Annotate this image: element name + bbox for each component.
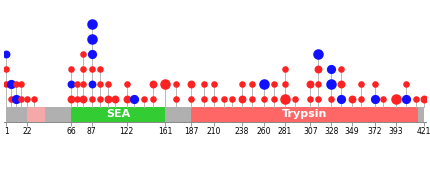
Point bbox=[281, 98, 288, 101]
FancyBboxPatch shape bbox=[191, 107, 418, 122]
FancyBboxPatch shape bbox=[27, 107, 45, 122]
Point bbox=[68, 68, 74, 71]
Point bbox=[80, 53, 86, 56]
Point bbox=[201, 83, 208, 86]
Point bbox=[3, 68, 10, 71]
Point bbox=[173, 83, 180, 86]
Point bbox=[228, 98, 235, 101]
Point bbox=[328, 83, 335, 86]
Point bbox=[131, 98, 138, 101]
Point bbox=[338, 83, 345, 86]
Point bbox=[68, 98, 74, 101]
Point bbox=[8, 98, 15, 101]
Point bbox=[13, 98, 20, 101]
Point bbox=[68, 83, 74, 86]
Point bbox=[150, 83, 157, 86]
Point bbox=[74, 83, 80, 86]
Point bbox=[281, 68, 288, 71]
Point bbox=[80, 83, 86, 86]
Point bbox=[358, 98, 365, 101]
Point bbox=[162, 83, 169, 86]
Point bbox=[88, 68, 95, 71]
Point bbox=[307, 98, 314, 101]
Point bbox=[420, 98, 427, 101]
Point bbox=[188, 98, 195, 101]
FancyBboxPatch shape bbox=[6, 107, 424, 122]
Point bbox=[412, 98, 419, 101]
Point bbox=[315, 53, 322, 56]
Point bbox=[123, 98, 130, 101]
Point bbox=[88, 98, 95, 101]
Point bbox=[18, 98, 25, 101]
Point bbox=[249, 98, 255, 101]
Point bbox=[402, 83, 409, 86]
Point bbox=[88, 83, 95, 86]
Point bbox=[104, 83, 111, 86]
Point bbox=[3, 53, 10, 56]
Point bbox=[74, 98, 80, 101]
Point bbox=[380, 98, 387, 101]
Point bbox=[31, 98, 37, 101]
Point bbox=[201, 98, 208, 101]
Text: SEA: SEA bbox=[106, 109, 130, 119]
Point bbox=[3, 83, 10, 86]
Point bbox=[24, 98, 31, 101]
Point bbox=[328, 98, 335, 101]
Point bbox=[249, 83, 255, 86]
Point bbox=[328, 68, 335, 71]
Point bbox=[393, 98, 399, 101]
Point bbox=[173, 98, 180, 101]
Point bbox=[104, 98, 111, 101]
Point bbox=[211, 83, 218, 86]
Point bbox=[123, 83, 130, 86]
Text: Trypsin: Trypsin bbox=[282, 109, 327, 119]
FancyBboxPatch shape bbox=[71, 107, 165, 122]
Point bbox=[13, 83, 20, 86]
Point bbox=[338, 98, 345, 101]
Point bbox=[88, 53, 95, 56]
Point bbox=[211, 98, 218, 101]
Point bbox=[315, 68, 322, 71]
Point bbox=[88, 23, 95, 26]
Point bbox=[372, 98, 378, 101]
Point bbox=[188, 83, 195, 86]
Point bbox=[291, 98, 298, 101]
Point bbox=[270, 83, 277, 86]
Point bbox=[96, 98, 103, 101]
Point bbox=[338, 68, 345, 71]
Point bbox=[96, 83, 103, 86]
Point bbox=[18, 83, 25, 86]
Point bbox=[221, 98, 227, 101]
Point bbox=[80, 98, 86, 101]
Point bbox=[238, 83, 245, 86]
Point bbox=[315, 83, 322, 86]
Point bbox=[358, 83, 365, 86]
Point bbox=[96, 68, 103, 71]
Point bbox=[315, 98, 322, 101]
Point bbox=[238, 98, 245, 101]
Point bbox=[260, 83, 267, 86]
Point bbox=[260, 98, 267, 101]
Point bbox=[372, 83, 378, 86]
Point bbox=[88, 38, 95, 41]
Point bbox=[307, 83, 314, 86]
Point bbox=[150, 98, 157, 101]
Point bbox=[349, 98, 356, 101]
Point bbox=[8, 83, 15, 86]
Point bbox=[402, 98, 409, 101]
Point bbox=[111, 98, 118, 101]
Point bbox=[141, 98, 148, 101]
Point bbox=[270, 98, 277, 101]
Point bbox=[281, 83, 288, 86]
Point bbox=[80, 68, 86, 71]
